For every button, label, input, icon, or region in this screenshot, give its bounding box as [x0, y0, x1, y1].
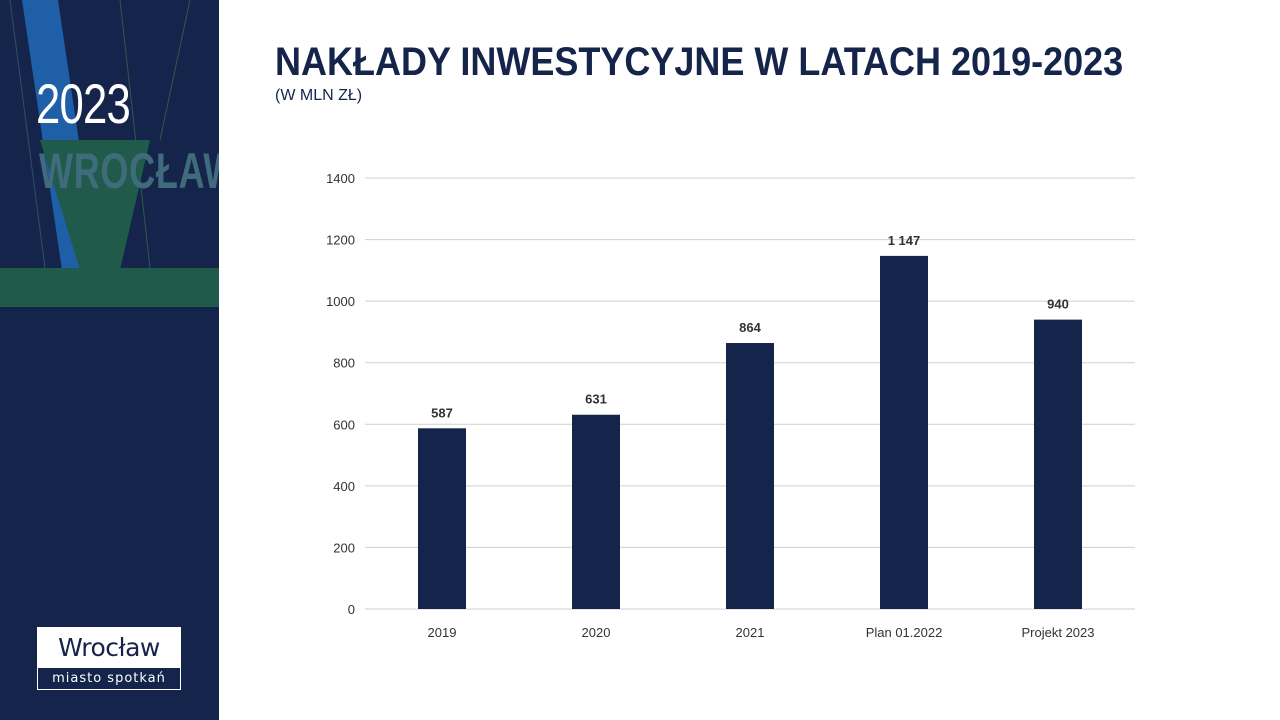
bar	[880, 255, 928, 609]
y-tick-label: 1200	[326, 233, 355, 248]
slide-title: NAKŁADY INWESTYCYJNE W LATACH 2019-2023	[275, 40, 1124, 84]
data-label: 940	[1047, 297, 1069, 312]
bar	[418, 428, 466, 609]
data-label: 864	[739, 320, 761, 335]
y-tick-label: 800	[333, 356, 355, 371]
y-tick-label: 1400	[326, 171, 355, 186]
x-tick-label: Plan 01.2022	[866, 625, 943, 640]
logo-name: Wrocław	[38, 628, 180, 668]
y-tick-label: 0	[348, 602, 355, 617]
data-label: 631	[585, 392, 607, 407]
sidebar-year: 2023	[36, 72, 131, 135]
bar	[1034, 319, 1082, 609]
bar	[572, 414, 620, 609]
slide-subtitle: (W MLN ZŁ)	[275, 87, 363, 104]
bar-chart: 0 200 400 600 800 1000 1200 1400 587 2019 631 2020 8…	[326, 171, 1135, 640]
logo-tagline: miasto spotkań	[52, 671, 166, 686]
wroclaw-logo: Wrocław miasto spotkań	[37, 627, 181, 690]
x-tick-label: 2020	[582, 625, 611, 640]
sidebar-city: WROCŁAW	[39, 143, 219, 199]
bar	[726, 343, 774, 609]
wroclaw-w-logo-graphic	[0, 0, 219, 307]
x-tick-label: Projekt 2023	[1022, 625, 1095, 640]
data-label: 1 147	[888, 233, 921, 248]
x-tick-label: 2021	[736, 625, 765, 640]
x-tick-label: 2019	[428, 625, 457, 640]
y-tick-label: 200	[333, 540, 355, 555]
y-tick-label: 1000	[326, 294, 355, 309]
sidebar: 2023 WROCŁAW Wrocław miasto spotkań	[0, 0, 219, 720]
data-label: 587	[431, 405, 453, 420]
y-tick-label: 600	[333, 417, 355, 432]
y-tick-label: 400	[333, 479, 355, 494]
